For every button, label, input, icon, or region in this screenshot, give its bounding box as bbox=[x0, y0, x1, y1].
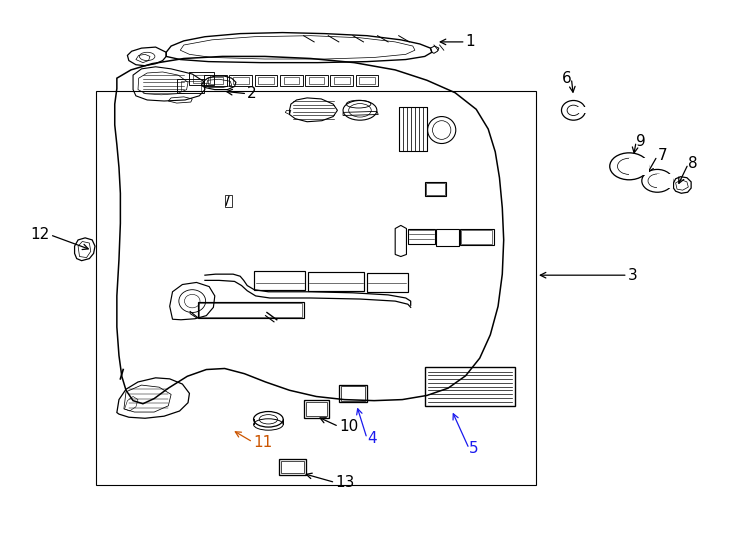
Bar bbox=[95, 91, 536, 485]
Text: 1: 1 bbox=[465, 35, 476, 49]
Bar bbox=[341, 386, 365, 401]
Bar bbox=[436, 228, 459, 246]
Bar bbox=[399, 107, 427, 151]
Bar bbox=[305, 402, 327, 416]
Bar bbox=[573, 107, 587, 113]
Bar bbox=[426, 183, 445, 195]
Bar bbox=[367, 273, 408, 292]
Bar bbox=[225, 195, 232, 207]
Bar bbox=[462, 230, 493, 244]
Bar bbox=[425, 182, 446, 197]
Text: 8: 8 bbox=[688, 156, 698, 171]
Text: 12: 12 bbox=[31, 227, 50, 242]
Text: 10: 10 bbox=[339, 419, 358, 434]
Text: 2: 2 bbox=[247, 86, 257, 101]
Bar bbox=[408, 228, 435, 244]
Text: 7: 7 bbox=[658, 148, 667, 164]
Bar bbox=[629, 158, 650, 175]
Bar bbox=[460, 228, 494, 245]
Bar bbox=[308, 272, 364, 291]
Bar bbox=[425, 367, 515, 406]
Text: 13: 13 bbox=[335, 475, 355, 490]
Text: 11: 11 bbox=[252, 435, 272, 450]
Bar bbox=[254, 271, 305, 289]
Bar bbox=[658, 173, 673, 188]
Text: 5: 5 bbox=[469, 441, 479, 456]
Bar bbox=[200, 303, 302, 316]
Bar bbox=[339, 384, 367, 402]
Bar bbox=[279, 459, 305, 475]
Text: 4: 4 bbox=[367, 431, 377, 446]
Text: 9: 9 bbox=[636, 134, 646, 149]
Bar bbox=[304, 400, 329, 418]
Text: 6: 6 bbox=[562, 71, 571, 86]
Bar bbox=[281, 461, 304, 473]
Text: 3: 3 bbox=[628, 268, 637, 282]
Bar bbox=[198, 302, 304, 318]
